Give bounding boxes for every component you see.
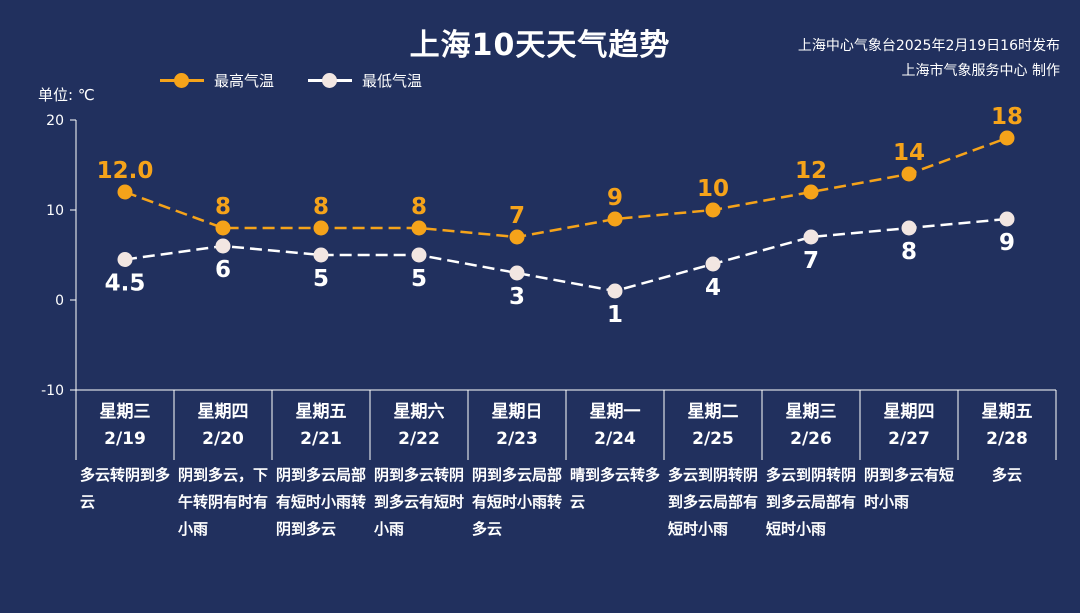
- date-label: 2/26: [790, 428, 832, 449]
- high-temp-label: 14: [893, 140, 925, 166]
- date-label: 2/27: [888, 428, 930, 449]
- y-tick-label: -10: [41, 383, 64, 399]
- y-tick-label: 20: [46, 113, 64, 129]
- high-temp-point: [705, 202, 721, 218]
- y-tick-label: 10: [46, 203, 64, 219]
- high-temp-point: [607, 211, 623, 227]
- issuer-info: 上海中心气象台2025年2月19日16时发布 上海市气象服务中心 制作: [798, 34, 1060, 84]
- weather-description: 阴到多云有短时小雨: [864, 466, 955, 511]
- day-header: 星期五 2/21: [272, 392, 370, 459]
- date-label: 2/21: [300, 428, 342, 449]
- weekday-label: 星期三: [785, 401, 837, 422]
- high-temp-label: 18: [991, 104, 1023, 130]
- day-header: 星期五 2/28: [958, 392, 1056, 459]
- low-temp-label: 4.5: [105, 271, 146, 297]
- weather-description: 阴到多云，下午转阴有时有小雨: [178, 466, 269, 538]
- low-temp-point: [509, 265, 525, 281]
- date-label: 2/23: [496, 428, 538, 449]
- high-temp-point: [411, 220, 427, 236]
- date-label: 2/28: [986, 428, 1028, 449]
- high-temp-label: 12.0: [97, 158, 154, 184]
- low-temp-label: 5: [411, 266, 427, 292]
- weather-description: 阴到多云转阴到多云有短时小雨: [374, 466, 465, 538]
- date-label: 2/20: [202, 428, 244, 449]
- low-temp-label: 3: [509, 284, 525, 310]
- low-temp-point: [313, 247, 329, 263]
- day-header: 星期一 2/24: [566, 392, 664, 459]
- low-temp-label: 8: [901, 239, 917, 265]
- weekday-label: 星期一: [589, 401, 641, 422]
- day-header: 星期四 2/20: [174, 392, 272, 459]
- low-temp-point: [215, 238, 231, 254]
- high-temp-label: 10: [697, 176, 729, 202]
- high-temp-label: 8: [215, 194, 231, 220]
- day-header: 星期日 2/23: [468, 392, 566, 459]
- low-temp-point: [117, 252, 133, 267]
- unit-label: 单位: ℃: [38, 86, 95, 104]
- weekday-label: 星期四: [197, 401, 249, 422]
- low-temp-point: [411, 247, 427, 263]
- high-temp-point: [999, 130, 1015, 146]
- date-label: 2/24: [594, 428, 636, 449]
- legend-high-label: 最高气温: [214, 72, 275, 90]
- day-header: 星期四 2/27: [860, 392, 958, 459]
- low-temp-label: 6: [215, 257, 231, 283]
- date-label: 2/25: [692, 428, 734, 449]
- weather-description: 晴到多云转多云: [570, 466, 661, 511]
- chart-title: 上海10天天气趋势: [409, 28, 671, 63]
- weekday-label: 星期六: [393, 401, 445, 422]
- weather-description: 多云到阴转阴到多云局部有短时小雨: [668, 466, 759, 538]
- high-temp-label: 8: [411, 194, 427, 220]
- high-temp-label: 9: [607, 185, 623, 211]
- weekday-label: 星期二: [687, 401, 739, 422]
- legend: 最高气温 最低气温: [160, 70, 422, 91]
- issuer-line-1: 上海中心气象台2025年2月19日16时发布: [797, 38, 1060, 54]
- low-temp-point: [607, 283, 623, 299]
- weekday-label: 星期五: [295, 401, 347, 422]
- legend-low-swatch: [308, 73, 353, 88]
- day-header: 星期三 2/19: [76, 392, 174, 459]
- low-temp-label: 7: [803, 248, 819, 274]
- high-temp-label: 7: [509, 203, 525, 229]
- weekday-label: 星期五: [981, 401, 1033, 422]
- weather-description: 阴到多云局部有短时小雨转阴到多云: [276, 466, 367, 538]
- high-temp-point: [509, 229, 525, 245]
- date-label: 2/22: [398, 428, 440, 449]
- legend-item-high: 最高气温: [160, 70, 274, 91]
- legend-item-low: 最低气温: [308, 70, 422, 91]
- day-header: 星期三 2/26: [762, 392, 860, 459]
- high-temp-point: [215, 220, 231, 236]
- weekday-label: 星期四: [883, 401, 935, 422]
- legend-high-swatch: [160, 73, 204, 88]
- weather-description: 多云到阴转阴到多云局部有短时小雨: [766, 466, 857, 538]
- low-temp-point: [803, 229, 819, 245]
- issuer-line-2: 上海市气象服务中心 制作: [901, 63, 1060, 79]
- y-tick-label: 0: [55, 293, 64, 309]
- high-temp-point: [117, 184, 133, 200]
- low-temp-label: 1: [607, 302, 623, 328]
- low-temp-label: 5: [313, 266, 329, 292]
- low-temp-point: [705, 256, 721, 272]
- high-temp-label: 8: [313, 194, 329, 220]
- weather-description: 多云: [991, 466, 1022, 484]
- low-temp-label: 4: [705, 275, 721, 301]
- low-temp-point: [999, 211, 1015, 227]
- high-temp-point: [803, 184, 819, 200]
- weather-description: 阴到多云局部有短时小雨转多云: [472, 466, 563, 538]
- low-temp-point: [901, 220, 917, 236]
- weekday-label: 星期日: [491, 401, 543, 422]
- low-temp-line: [124, 217, 1008, 293]
- day-header: 星期二 2/25: [664, 392, 762, 459]
- weather-description: 多云转阴到多云: [80, 466, 171, 511]
- high-temp-line: [124, 136, 1008, 239]
- legend-low-label: 最低气温: [362, 72, 423, 90]
- date-label: 2/19: [104, 428, 146, 449]
- high-temp-label: 12: [795, 158, 827, 184]
- weekday-label: 星期三: [99, 401, 151, 422]
- high-temp-point: [313, 220, 329, 236]
- day-header: 星期六 2/22: [370, 392, 468, 459]
- high-temp-point: [901, 166, 917, 182]
- low-temp-label: 9: [999, 230, 1015, 256]
